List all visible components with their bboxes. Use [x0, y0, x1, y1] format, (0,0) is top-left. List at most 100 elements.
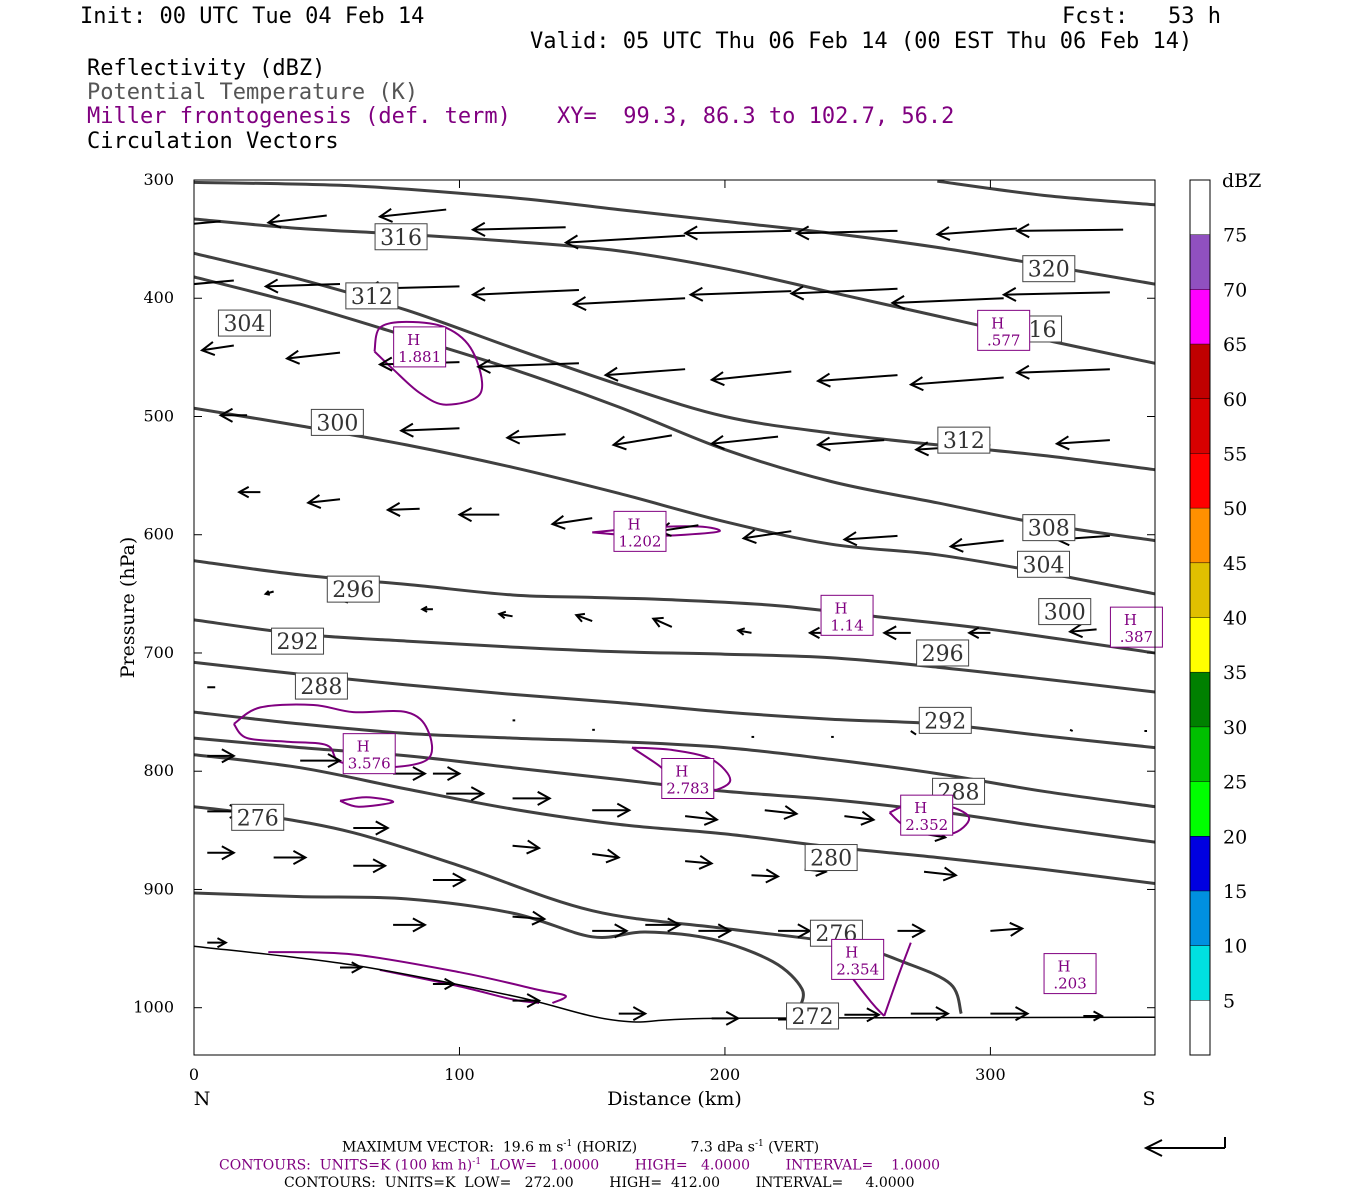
vector-shaft [892, 297, 1004, 304]
vector-head [470, 286, 486, 302]
vector-head [1001, 286, 1017, 302]
theta-label-text: 300 [1044, 601, 1086, 626]
vector-head [603, 366, 619, 382]
colorbar-segment [1190, 234, 1210, 290]
miller-units: CONTOURS: UNITS=K (100 km h) [219, 1157, 473, 1174]
miller-contour [379, 968, 540, 1004]
footer-max-vector: MAXIMUM VECTOR: 19.6 m s-1 (HORIZ) 7.3 d… [342, 1139, 820, 1156]
vector-shaft [478, 362, 579, 368]
circulation-vector [789, 285, 898, 301]
circulation-vector [683, 225, 792, 241]
theta-label: 292 [271, 627, 325, 655]
colorbar-segment [1190, 453, 1210, 509]
colorbar-label: 45 [1223, 553, 1247, 575]
vector-head [1015, 364, 1030, 380]
vector-head [815, 372, 831, 388]
x-tick-label: 100 [444, 1065, 475, 1084]
circulation-vector [592, 802, 632, 818]
vector-shaft [1056, 439, 1110, 445]
colorbar-segment [1190, 289, 1210, 345]
circulation-vector [432, 872, 467, 888]
vector-shaft [1003, 291, 1110, 296]
circulation-vector [393, 917, 427, 933]
circulation-vector [377, 207, 447, 223]
circulation-vector [340, 961, 364, 974]
miller-high-value: 2.354 [836, 960, 879, 978]
miller-high-box [342, 733, 396, 775]
vector-head [216, 937, 228, 949]
colorbar-title: dBZ [1222, 170, 1261, 192]
theta-label: 280 [804, 844, 858, 872]
miller-contour [373, 320, 484, 406]
circulation-vector [263, 590, 274, 596]
field-theta: Potential Temperature (K) [87, 80, 419, 105]
vector-head [890, 295, 906, 310]
vector-shaft [817, 439, 885, 446]
theta-label-box [345, 282, 399, 310]
colorbar: 5 10 15 20 25 30 35 40 45 50 55 60 65 70 75 dBZ [1189, 170, 1261, 1056]
colorbar-label: 10 [1223, 936, 1247, 958]
vector-shaft [711, 370, 792, 381]
vector-shaft [764, 809, 797, 815]
theta-label-text: 272 [792, 1005, 834, 1030]
colorbar-label: 60 [1223, 389, 1247, 411]
vector-head [292, 850, 308, 866]
circulation-vector [908, 376, 1004, 392]
vector-head [783, 805, 799, 820]
miller-high-label: H2.783 [661, 757, 715, 799]
axes: 300 400 500 600 700 800 900 1000 0 100 200 300 Dista… [117, 170, 1156, 1110]
vector-head [237, 486, 250, 499]
circulation-vector [385, 501, 420, 517]
vector-head [377, 356, 393, 372]
vector-shaft [605, 368, 686, 377]
theta-label-text: 292 [924, 709, 966, 734]
vector-shaft [401, 427, 460, 432]
circulation-vector [194, 279, 234, 286]
vector-head [935, 1006, 950, 1022]
miller-high-box [900, 794, 954, 836]
circulation-vector [1069, 728, 1074, 732]
miller-high-value: 2.783 [666, 779, 709, 797]
vector-shaft [690, 290, 792, 296]
colorbar-segment [1190, 398, 1210, 454]
theta-line-276 [194, 805, 963, 1015]
circulation-vector [512, 839, 542, 855]
miller-high-box [613, 510, 667, 552]
colorbar-label: 30 [1223, 717, 1247, 739]
theta-label-text: 312 [943, 429, 985, 454]
circulation-vector [263, 278, 341, 294]
circulation-vector [420, 605, 433, 613]
colorbar-segment [1190, 1000, 1210, 1055]
y-tick-label: 500 [143, 406, 174, 425]
vector-head [688, 286, 704, 302]
vector-shaft [552, 517, 593, 526]
theta-label-box [804, 844, 858, 872]
theta-line-280 [194, 753, 1155, 885]
theta-label: 276 [231, 803, 285, 831]
vector-shaft [738, 629, 752, 634]
theta-label-box [1022, 514, 1076, 542]
miller-high-value: .387 [1120, 628, 1153, 646]
max-vector-vert-value: 7.3 dPa s [690, 1139, 755, 1156]
vector-shaft [796, 229, 898, 235]
circulation-vector [284, 349, 341, 365]
miller-range: LOW= 1.0000 HIGH= 4.0000 INTERVAL= 1.000… [489, 1157, 941, 1174]
vector-head [1015, 223, 1030, 239]
vector-shaft [910, 730, 917, 736]
circulation-vector [882, 625, 911, 641]
circulation-vector [266, 213, 327, 229]
max-vector-value: MAXIMUM VECTOR: 19.6 m s [342, 1139, 564, 1156]
circulation-vector [815, 372, 898, 388]
vector-head [683, 225, 698, 241]
colorbar-segment [1190, 945, 1210, 1001]
circulation-vector [207, 845, 236, 861]
vector-head [1015, 1006, 1030, 1022]
colorbar-label: 25 [1223, 772, 1247, 794]
circulation-vector [990, 1006, 1030, 1022]
vector-shaft [268, 214, 327, 224]
circulation-vector [709, 435, 779, 450]
vector-head [571, 296, 587, 312]
circulation-vector [563, 234, 686, 250]
theta-line-312 [194, 251, 1155, 472]
